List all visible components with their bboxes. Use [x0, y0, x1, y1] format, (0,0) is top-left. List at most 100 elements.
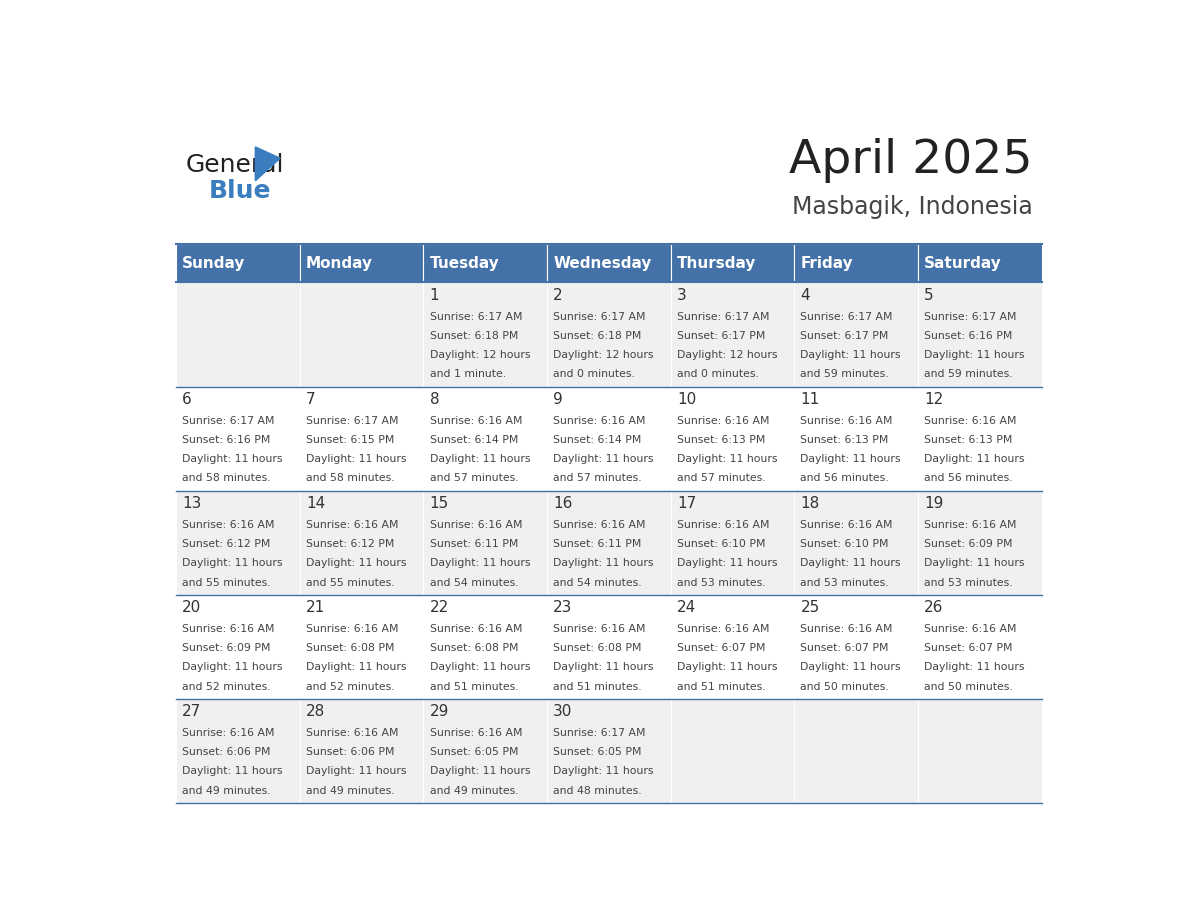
- Text: Sunrise: 6:16 AM: Sunrise: 6:16 AM: [182, 728, 274, 738]
- Text: Daylight: 11 hours: Daylight: 11 hours: [430, 767, 530, 777]
- Bar: [546, 595, 671, 699]
- Text: 1: 1: [430, 287, 440, 303]
- Bar: [546, 490, 671, 595]
- Text: Daylight: 11 hours: Daylight: 11 hours: [554, 663, 653, 672]
- Text: 15: 15: [430, 496, 449, 510]
- Text: Sunrise: 6:16 AM: Sunrise: 6:16 AM: [924, 624, 1017, 633]
- Text: Daylight: 11 hours: Daylight: 11 hours: [307, 454, 406, 465]
- Text: Sunset: 6:11 PM: Sunset: 6:11 PM: [430, 539, 518, 549]
- Text: Daylight: 11 hours: Daylight: 11 hours: [924, 350, 1024, 360]
- Text: 13: 13: [182, 496, 202, 510]
- Text: Sunset: 6:08 PM: Sunset: 6:08 PM: [430, 644, 518, 653]
- Bar: [671, 490, 795, 595]
- Text: and 48 minutes.: and 48 minutes.: [554, 786, 642, 796]
- Bar: [795, 490, 918, 595]
- Text: Daylight: 11 hours: Daylight: 11 hours: [801, 454, 901, 465]
- Text: Sunrise: 6:17 AM: Sunrise: 6:17 AM: [430, 311, 522, 321]
- Text: Friday: Friday: [801, 256, 853, 271]
- Text: 29: 29: [430, 704, 449, 719]
- Text: and 51 minutes.: and 51 minutes.: [430, 682, 518, 691]
- Text: Sunrise: 6:16 AM: Sunrise: 6:16 AM: [677, 624, 770, 633]
- Text: Sunset: 6:12 PM: Sunset: 6:12 PM: [307, 539, 394, 549]
- Text: Daylight: 11 hours: Daylight: 11 hours: [924, 454, 1024, 465]
- Text: 26: 26: [924, 599, 943, 615]
- Text: and 57 minutes.: and 57 minutes.: [677, 474, 765, 484]
- Text: Sunset: 6:13 PM: Sunset: 6:13 PM: [924, 435, 1012, 445]
- Text: Daylight: 11 hours: Daylight: 11 hours: [677, 454, 777, 465]
- Text: Daylight: 11 hours: Daylight: 11 hours: [924, 558, 1024, 568]
- Bar: [795, 595, 918, 699]
- Bar: [918, 283, 1042, 386]
- Text: Sunset: 6:07 PM: Sunset: 6:07 PM: [801, 644, 889, 653]
- Bar: [546, 386, 671, 490]
- Text: and 55 minutes.: and 55 minutes.: [307, 577, 394, 588]
- Bar: [918, 244, 1042, 283]
- Text: 19: 19: [924, 496, 943, 510]
- Text: 24: 24: [677, 599, 696, 615]
- Text: Sunset: 6:16 PM: Sunset: 6:16 PM: [924, 330, 1012, 341]
- Bar: [671, 244, 795, 283]
- Bar: [423, 386, 546, 490]
- Text: and 49 minutes.: and 49 minutes.: [307, 786, 394, 796]
- Text: 8: 8: [430, 392, 440, 407]
- Bar: [423, 699, 546, 803]
- Text: 25: 25: [801, 599, 820, 615]
- Text: Sunrise: 6:17 AM: Sunrise: 6:17 AM: [307, 416, 398, 426]
- Text: Sunset: 6:09 PM: Sunset: 6:09 PM: [182, 644, 271, 653]
- Bar: [795, 699, 918, 803]
- Text: and 55 minutes.: and 55 minutes.: [182, 577, 271, 588]
- Text: and 51 minutes.: and 51 minutes.: [677, 682, 765, 691]
- Text: Daylight: 11 hours: Daylight: 11 hours: [801, 350, 901, 360]
- Text: Sunset: 6:08 PM: Sunset: 6:08 PM: [307, 644, 394, 653]
- Text: Masbagik, Indonesia: Masbagik, Indonesia: [791, 195, 1032, 219]
- Bar: [423, 490, 546, 595]
- Text: and 50 minutes.: and 50 minutes.: [924, 682, 1013, 691]
- Text: Sunrise: 6:16 AM: Sunrise: 6:16 AM: [307, 728, 398, 738]
- Text: and 1 minute.: and 1 minute.: [430, 369, 506, 379]
- Bar: [176, 244, 299, 283]
- Text: Sunset: 6:10 PM: Sunset: 6:10 PM: [677, 539, 765, 549]
- Text: and 57 minutes.: and 57 minutes.: [430, 474, 518, 484]
- Text: Sunrise: 6:17 AM: Sunrise: 6:17 AM: [677, 311, 770, 321]
- Bar: [546, 699, 671, 803]
- Text: Monday: Monday: [307, 256, 373, 271]
- Text: Daylight: 11 hours: Daylight: 11 hours: [677, 663, 777, 672]
- Text: Sunrise: 6:16 AM: Sunrise: 6:16 AM: [430, 520, 522, 530]
- Bar: [918, 699, 1042, 803]
- Text: 5: 5: [924, 287, 934, 303]
- Text: Sunrise: 6:16 AM: Sunrise: 6:16 AM: [430, 728, 522, 738]
- Text: and 52 minutes.: and 52 minutes.: [182, 682, 271, 691]
- Text: 22: 22: [430, 599, 449, 615]
- Text: 7: 7: [307, 392, 316, 407]
- Text: Sunrise: 6:17 AM: Sunrise: 6:17 AM: [801, 311, 893, 321]
- Bar: [795, 386, 918, 490]
- Bar: [299, 244, 423, 283]
- Bar: [671, 283, 795, 386]
- Text: Sunset: 6:05 PM: Sunset: 6:05 PM: [430, 747, 518, 757]
- Text: Daylight: 11 hours: Daylight: 11 hours: [677, 558, 777, 568]
- Text: Daylight: 12 hours: Daylight: 12 hours: [677, 350, 777, 360]
- Text: Daylight: 11 hours: Daylight: 11 hours: [182, 767, 283, 777]
- Text: 30: 30: [554, 704, 573, 719]
- Text: Sunset: 6:07 PM: Sunset: 6:07 PM: [924, 644, 1012, 653]
- Bar: [176, 699, 299, 803]
- Text: Sunrise: 6:16 AM: Sunrise: 6:16 AM: [801, 624, 893, 633]
- Text: and 54 minutes.: and 54 minutes.: [554, 577, 642, 588]
- Text: Daylight: 11 hours: Daylight: 11 hours: [430, 454, 530, 465]
- Text: April 2025: April 2025: [789, 139, 1032, 184]
- Text: Sunrise: 6:17 AM: Sunrise: 6:17 AM: [182, 416, 274, 426]
- Text: Sunset: 6:05 PM: Sunset: 6:05 PM: [554, 747, 642, 757]
- Bar: [671, 595, 795, 699]
- Text: Sunrise: 6:16 AM: Sunrise: 6:16 AM: [924, 416, 1017, 426]
- Text: Daylight: 11 hours: Daylight: 11 hours: [924, 663, 1024, 672]
- Text: 6: 6: [182, 392, 192, 407]
- Text: 23: 23: [554, 599, 573, 615]
- Text: and 56 minutes.: and 56 minutes.: [924, 474, 1012, 484]
- Text: and 49 minutes.: and 49 minutes.: [182, 786, 271, 796]
- Text: Daylight: 11 hours: Daylight: 11 hours: [554, 454, 653, 465]
- Bar: [176, 386, 299, 490]
- Text: Sunset: 6:11 PM: Sunset: 6:11 PM: [554, 539, 642, 549]
- Text: and 58 minutes.: and 58 minutes.: [307, 474, 394, 484]
- Text: Sunset: 6:17 PM: Sunset: 6:17 PM: [677, 330, 765, 341]
- Text: Sunrise: 6:16 AM: Sunrise: 6:16 AM: [182, 520, 274, 530]
